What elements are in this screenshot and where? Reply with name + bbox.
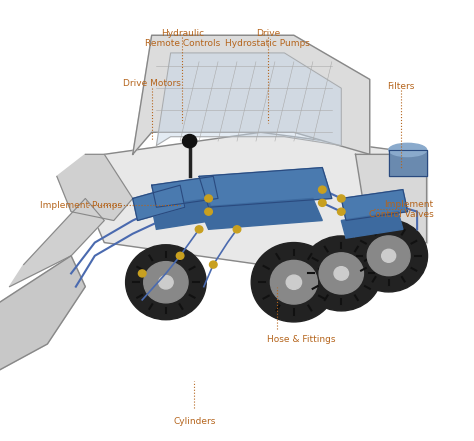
Text: Filters: Filters bbox=[387, 82, 414, 90]
Circle shape bbox=[205, 208, 212, 215]
Circle shape bbox=[319, 199, 326, 206]
Circle shape bbox=[337, 195, 345, 202]
Polygon shape bbox=[9, 198, 104, 287]
Polygon shape bbox=[356, 154, 427, 243]
Circle shape bbox=[195, 226, 203, 233]
Polygon shape bbox=[199, 168, 332, 207]
Polygon shape bbox=[341, 190, 408, 220]
Circle shape bbox=[210, 261, 217, 268]
Circle shape bbox=[126, 245, 206, 320]
Circle shape bbox=[138, 270, 146, 277]
Polygon shape bbox=[152, 198, 213, 229]
Polygon shape bbox=[156, 53, 341, 146]
Text: Drive Motors: Drive Motors bbox=[123, 79, 181, 88]
Circle shape bbox=[251, 243, 337, 322]
Polygon shape bbox=[133, 185, 185, 220]
Polygon shape bbox=[85, 132, 427, 287]
Circle shape bbox=[159, 276, 173, 289]
Circle shape bbox=[176, 252, 184, 259]
Circle shape bbox=[301, 236, 382, 311]
Polygon shape bbox=[152, 176, 218, 207]
Circle shape bbox=[367, 236, 410, 276]
Text: Hose & Fittings: Hose & Fittings bbox=[267, 335, 335, 344]
Polygon shape bbox=[133, 35, 370, 154]
Text: Hydraulic
Remote Controls: Hydraulic Remote Controls bbox=[145, 29, 220, 48]
Text: Implement Pumps: Implement Pumps bbox=[40, 201, 122, 209]
Circle shape bbox=[233, 226, 241, 233]
Circle shape bbox=[337, 208, 345, 215]
Polygon shape bbox=[199, 198, 322, 229]
Circle shape bbox=[270, 260, 318, 304]
Text: Drive
Hydrostatic Pumps: Drive Hydrostatic Pumps bbox=[225, 29, 310, 48]
Ellipse shape bbox=[389, 143, 427, 157]
Circle shape bbox=[319, 253, 364, 294]
Circle shape bbox=[182, 135, 197, 148]
Text: Cylinders: Cylinders bbox=[173, 417, 216, 426]
Circle shape bbox=[286, 275, 301, 289]
Circle shape bbox=[350, 220, 428, 292]
Text: Implement
Control Valves: Implement Control Valves bbox=[369, 200, 434, 219]
Circle shape bbox=[319, 186, 326, 193]
Polygon shape bbox=[389, 150, 427, 176]
Polygon shape bbox=[57, 154, 133, 220]
Polygon shape bbox=[341, 212, 403, 238]
Circle shape bbox=[382, 249, 396, 262]
Circle shape bbox=[144, 262, 188, 303]
Polygon shape bbox=[0, 256, 85, 375]
Circle shape bbox=[334, 267, 348, 280]
Circle shape bbox=[205, 195, 212, 202]
